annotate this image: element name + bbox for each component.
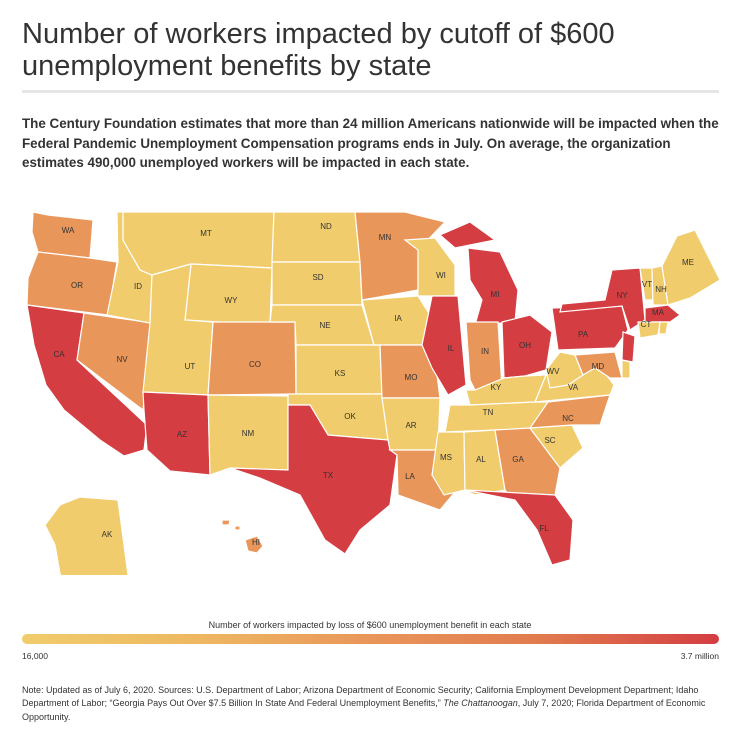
title-divider	[22, 90, 719, 93]
state-label-vt: VT	[642, 280, 652, 289]
state-label-or: OR	[71, 281, 83, 290]
state-nd	[271, 211, 361, 263]
state-label-nv: NV	[116, 355, 128, 364]
state-wa	[31, 211, 94, 259]
state-label-ky: KY	[491, 383, 502, 392]
state-tx	[229, 404, 398, 555]
state-nj	[621, 331, 636, 363]
state-pa	[551, 305, 629, 351]
state-label-nd: ND	[320, 222, 332, 231]
state-ri	[658, 321, 669, 335]
state-label-ms: MS	[440, 453, 452, 462]
state-label-wi: WI	[436, 271, 446, 280]
state-label-ok: OK	[344, 412, 356, 421]
state-label-ga: GA	[512, 455, 524, 464]
state-in	[465, 321, 503, 391]
legend-color-scale	[22, 634, 719, 644]
state-label-tn: TN	[483, 408, 494, 417]
state-ms	[431, 431, 466, 496]
source-publication: The Chattanoogan	[443, 698, 518, 709]
state-label-nc: NC	[562, 414, 574, 423]
state-label-nm: NM	[242, 429, 255, 438]
state-label-va: VA	[568, 383, 579, 392]
state-label-ak: AK	[102, 530, 113, 539]
state-label-tx: TX	[323, 471, 334, 480]
state-de	[621, 359, 631, 379]
state-label-me: ME	[682, 258, 694, 267]
state-label-ne: NE	[319, 321, 330, 330]
source-note: Note: Updated as of July 6, 2020. Source…	[22, 684, 722, 724]
state-label-wy: WY	[225, 296, 239, 305]
state-label-mt: MT	[200, 229, 212, 238]
state-label-sc: SC	[544, 436, 555, 445]
state-sd	[271, 261, 363, 306]
chart-subtitle: The Century Foundation estimates that mo…	[22, 116, 719, 170]
source-note-text-end: , July 7, 2020; Florida Department of Ec…	[22, 698, 706, 722]
state-label-ct: CT	[641, 320, 652, 329]
us-choropleth-map: WA OR CA NV ID MT WY UT AZ CO NM ND SD NE KS OK TX MN IA MO…	[26, 211, 721, 575]
state-label-oh: OH	[519, 341, 531, 350]
state-ct	[637, 321, 661, 339]
state-label-id: ID	[134, 282, 142, 291]
state-label-mo: MO	[405, 373, 418, 382]
state-label-pa: PA	[578, 330, 589, 339]
state-ma	[644, 304, 681, 323]
state-label-ks: KS	[335, 369, 346, 378]
state-fl	[464, 489, 574, 566]
state-label-fl: FL	[539, 524, 549, 533]
state-label-hi: HI	[252, 538, 260, 547]
state-label-ny: NY	[616, 291, 628, 300]
source-note-text: Note: Updated as of July 6, 2020. Source…	[22, 685, 699, 709]
state-label-ar: AR	[405, 421, 416, 430]
state-label-ma: MA	[652, 308, 665, 317]
state-label-az: AZ	[177, 430, 187, 439]
state-label-il: IL	[448, 344, 455, 353]
state-label-mi: MI	[491, 290, 500, 299]
state-il	[421, 295, 467, 396]
state-wy	[184, 263, 273, 326]
state-label-la: LA	[405, 472, 415, 481]
state-label-co: CO	[249, 360, 261, 369]
state-me	[661, 229, 721, 306]
state-label-wv: WV	[547, 367, 561, 376]
state-hi	[221, 519, 264, 554]
state-label-ca: CA	[53, 350, 65, 359]
chart-title: Number of workers impacted by cutoff of …	[22, 18, 615, 82]
legend-min-label: 16,000	[22, 651, 48, 661]
state-label-md: MD	[592, 362, 605, 371]
state-label-sd: SD	[312, 273, 323, 282]
state-md	[574, 351, 623, 379]
state-co	[207, 321, 297, 396]
state-label-in: IN	[481, 347, 489, 356]
legend-title: Number of workers impacted by loss of $6…	[208, 620, 532, 630]
legend-max-label: 3.7 million	[680, 651, 719, 661]
state-label-ia: IA	[394, 314, 402, 323]
state-label-mn: MN	[379, 233, 392, 242]
state-label-nh: NH	[655, 285, 667, 294]
state-label-al: AL	[476, 455, 486, 464]
state-ak	[44, 496, 129, 575]
state-label-ut: UT	[185, 362, 196, 371]
state-label-wa: WA	[62, 226, 75, 235]
